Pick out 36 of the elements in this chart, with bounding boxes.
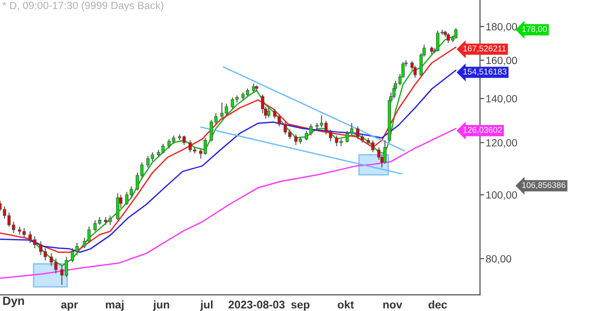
- chart-title: * D, 09:00-17:30 (9999 Days Back): [2, 1, 164, 12]
- text: 106,856386: [522, 182, 566, 189]
- candlestick: [436, 30, 440, 52]
- data-label: 126,03602: [463, 126, 502, 134]
- candlestick: [161, 143, 165, 154]
- x-tick-label: sep: [291, 302, 310, 311]
- candlestick: [230, 96, 234, 110]
- candlestick: [324, 120, 328, 135]
- x-tick-label: dec: [428, 300, 447, 309]
- y-tick-label: 180,00: [486, 23, 518, 32]
- x-tick-label: 2023-08-03: [228, 300, 285, 309]
- text: Dyn: [3, 296, 24, 308]
- candlestick: [87, 226, 91, 244]
- candlestick: [267, 107, 270, 118]
- y-tick-label: 100,00: [486, 191, 518, 200]
- y-tick-label: 160,00: [486, 56, 518, 66]
- y-tick-label: 140,00: [486, 94, 518, 104]
- line-series: [0, 128, 456, 279]
- x-tick-label: jun: [153, 300, 170, 311]
- x-tick-label: apr: [61, 302, 78, 311]
- candlestick: [146, 156, 150, 168]
- y-tick-label: 120,00: [486, 139, 518, 148]
- x-tick-label: nov: [383, 302, 402, 309]
- candlestick: [304, 130, 308, 141]
- data-label: 154,516183: [463, 68, 506, 76]
- candlestick: [220, 102, 224, 120]
- x-tick-label: maj: [106, 300, 124, 311]
- candlestick: [116, 192, 120, 221]
- data-label: 167,526211: [463, 46, 506, 52]
- candlestick: [70, 248, 74, 263]
- y-tick-label: 80,00: [486, 255, 512, 264]
- candlestick: [454, 28, 458, 40]
- x-tick-label: jul: [200, 300, 212, 311]
- x-tick-label: okt: [338, 300, 354, 309]
- text: 178,00: [522, 26, 547, 33]
- candlestick: [413, 65, 417, 78]
